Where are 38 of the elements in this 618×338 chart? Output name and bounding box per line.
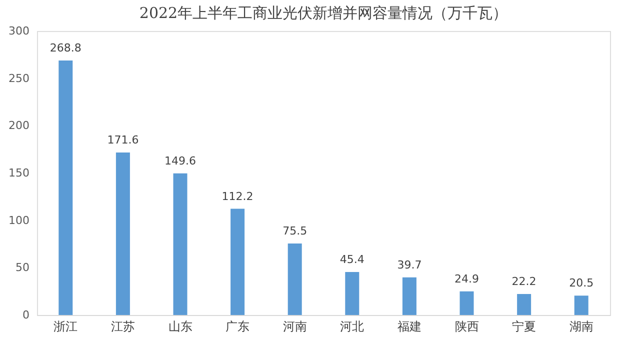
data-label: 268.8 [50, 42, 82, 55]
data-label: 22.2 [512, 274, 536, 288]
data-label: 171.6 [107, 134, 139, 147]
data-label: 112.2 [222, 190, 254, 203]
data-label: 75.5 [282, 224, 308, 238]
y-tick-label: 0 [22, 308, 30, 322]
bar [460, 291, 474, 315]
bar [574, 296, 588, 315]
x-tick-label: 浙江 [54, 320, 78, 334]
x-tick-label: 河南 [282, 320, 307, 334]
x-tick-label: 宁夏 [512, 320, 536, 334]
y-tick-label: 150 [8, 166, 30, 180]
x-tick-label: 陕西 [454, 320, 479, 334]
x-tick-label: 河北 [340, 320, 364, 334]
data-label: 39.7 [397, 258, 422, 272]
data-label: 149.6 [164, 154, 196, 168]
x-tick-label: 广东 [226, 320, 250, 334]
chart-title: 2022年上半年工商业光伏新增并网容量情况（万千瓦） [139, 4, 508, 22]
y-tick-label: 100 [8, 214, 30, 227]
x-tick-label: 江苏 [110, 320, 135, 334]
bar [58, 60, 73, 315]
x-tick-label: 福建 [397, 320, 422, 334]
bar [116, 152, 130, 315]
bar [173, 173, 188, 315]
data-label: 20.5 [569, 276, 594, 290]
y-tick-label: 200 [8, 119, 30, 132]
y-tick-label: 250 [8, 72, 30, 85]
data-label: 45.4 [340, 253, 364, 266]
y-tick-label: 300 [8, 24, 30, 38]
bar [517, 294, 532, 315]
bar [345, 272, 360, 315]
bar [230, 208, 245, 315]
y-tick-label: 50 [16, 261, 30, 274]
data-label: 24.9 [454, 272, 479, 286]
x-tick-label: 湖南 [569, 320, 594, 334]
x-tick-label: 山东 [168, 320, 192, 334]
bar [402, 277, 416, 315]
bar [288, 244, 302, 315]
